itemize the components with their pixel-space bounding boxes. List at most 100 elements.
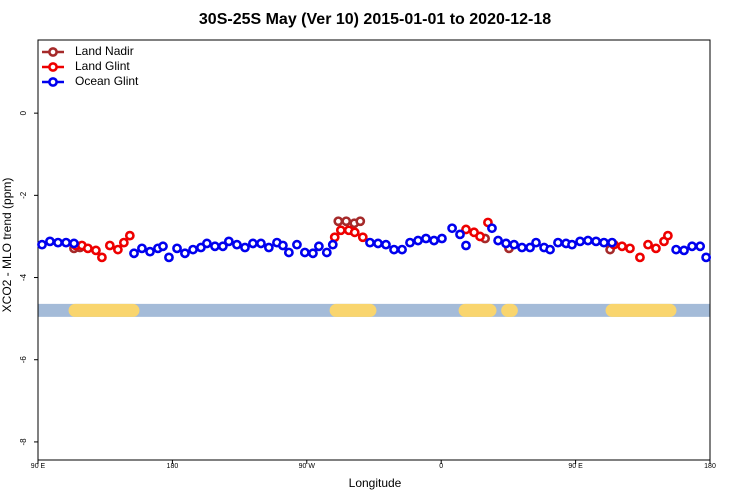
y-tick-label: 0 xyxy=(19,110,28,115)
data-point xyxy=(217,241,228,252)
data-point xyxy=(299,247,310,258)
data-point xyxy=(381,239,391,250)
data-point xyxy=(112,244,123,255)
data-point xyxy=(501,238,511,249)
data-point xyxy=(662,230,673,241)
data-point xyxy=(256,238,266,249)
data-point xyxy=(553,237,563,248)
data-point xyxy=(129,248,139,259)
data-point xyxy=(607,237,617,248)
data-point xyxy=(591,236,601,247)
x-axis-label: Longitude xyxy=(349,476,402,490)
data-point xyxy=(188,244,198,255)
data-point xyxy=(91,245,101,256)
data-point xyxy=(447,223,458,234)
data-point xyxy=(240,242,250,253)
data-point xyxy=(525,242,535,253)
x-tick-label: 90 W xyxy=(299,463,316,470)
legend-label: Ocean Glint xyxy=(75,74,139,88)
data-point xyxy=(509,239,519,250)
data-point xyxy=(247,238,258,249)
legend-marker xyxy=(48,77,58,87)
data-point xyxy=(567,239,577,250)
data-point xyxy=(679,245,689,256)
data-point xyxy=(164,252,174,263)
y-axis-label: XCO2 - MLO trend (ppm) xyxy=(0,178,14,313)
data-point xyxy=(461,240,471,251)
data-point xyxy=(232,239,242,250)
data-point xyxy=(118,237,129,248)
data-point xyxy=(145,246,155,257)
data-point xyxy=(124,230,135,241)
data-point xyxy=(493,235,503,246)
data-point xyxy=(172,243,182,254)
x-tick-label: 180 xyxy=(167,463,179,470)
data-point xyxy=(651,243,661,254)
data-point xyxy=(687,241,697,252)
data-point xyxy=(223,236,234,247)
data-point xyxy=(292,239,302,250)
data-point xyxy=(461,224,471,235)
data-point xyxy=(355,216,366,227)
data-point xyxy=(349,227,360,238)
data-point xyxy=(475,231,485,242)
data-point xyxy=(389,244,399,255)
data-point xyxy=(437,233,447,244)
x-tick-label: 90 E xyxy=(31,463,46,470)
data-point xyxy=(575,236,585,247)
data-point xyxy=(263,242,274,253)
data-point xyxy=(53,237,63,248)
data-point xyxy=(405,237,415,248)
data-point xyxy=(201,238,212,249)
legend-label: Land Glint xyxy=(75,59,130,73)
x-tick-label: 90 E xyxy=(568,463,583,470)
x-tick-label: 0 xyxy=(439,463,443,470)
data-point xyxy=(695,241,706,252)
data-point xyxy=(327,239,338,250)
data-point xyxy=(37,239,47,250)
legend-label: Land Nadir xyxy=(75,44,134,58)
data-point xyxy=(429,235,439,246)
data-point xyxy=(487,223,497,234)
data-point xyxy=(599,237,609,248)
plot-frame xyxy=(37,39,711,461)
x-tick-label: 180 xyxy=(704,463,716,470)
data-point xyxy=(625,243,635,254)
data-point xyxy=(531,237,541,248)
data-point xyxy=(617,241,627,252)
data-point xyxy=(158,241,168,252)
data-point xyxy=(397,244,407,255)
data-point xyxy=(517,242,527,253)
data-point xyxy=(333,216,344,227)
data-point xyxy=(341,216,352,227)
data-point xyxy=(308,248,318,259)
data-point xyxy=(45,236,55,247)
data-point xyxy=(421,233,431,244)
data-point xyxy=(335,225,346,236)
data-point xyxy=(137,243,147,254)
data-point xyxy=(329,232,340,243)
data-point xyxy=(69,238,79,249)
y-tick-label: -2 xyxy=(19,191,28,199)
data-point xyxy=(701,252,712,263)
data-point xyxy=(373,238,383,249)
data-point xyxy=(365,237,375,248)
legend-marker xyxy=(48,62,58,72)
data-point xyxy=(671,244,682,255)
y-tick-label: -4 xyxy=(19,273,28,281)
data-point xyxy=(643,239,653,250)
data-point xyxy=(635,252,645,263)
data-point xyxy=(313,241,324,252)
data-point xyxy=(413,235,423,246)
data-point xyxy=(455,229,465,240)
data-point xyxy=(97,252,107,263)
data-point xyxy=(180,248,190,259)
y-tick-label: -8 xyxy=(19,438,28,446)
data-point xyxy=(321,247,332,258)
chart-title: 30S-25S May (Ver 10) 2015-01-01 to 2020-… xyxy=(199,11,551,28)
data-point xyxy=(82,243,93,254)
data-point xyxy=(545,244,555,255)
y-tick-label: -6 xyxy=(19,356,28,364)
